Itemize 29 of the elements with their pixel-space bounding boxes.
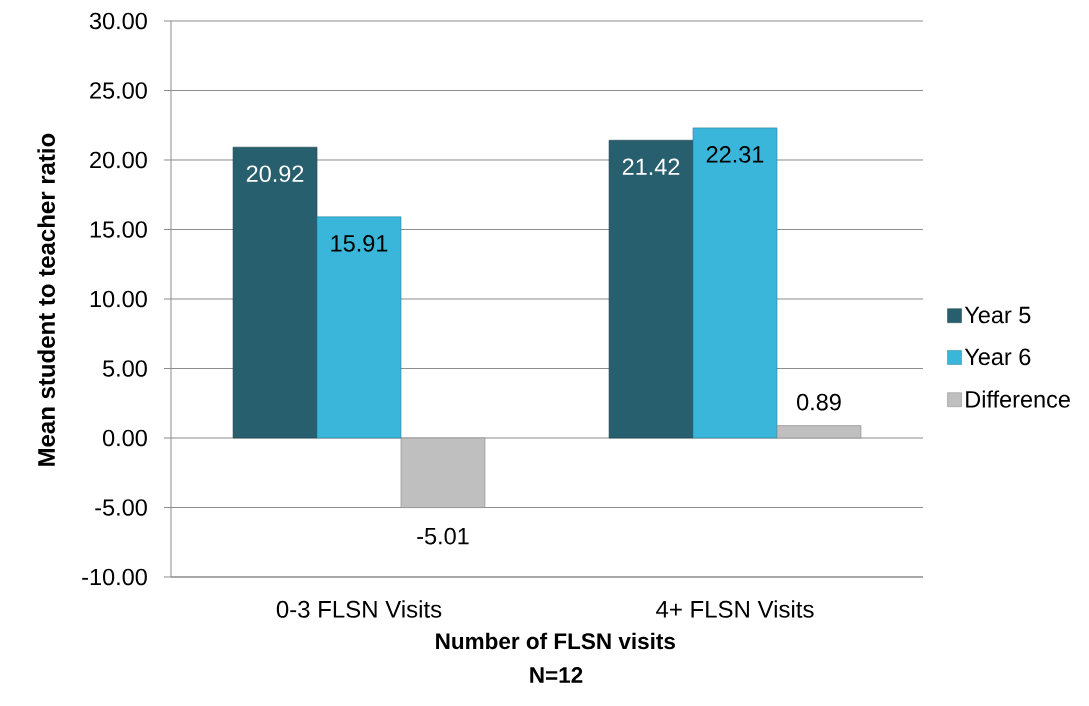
y-tick-label: 10.00 [90,290,147,308]
data-label: 0.89 [797,393,841,411]
bar [400,437,486,508]
data-label: 22.31 [706,146,764,163]
y-tick-label: 20.00 [90,151,147,169]
y-tick-label: 0.00 [103,429,147,447]
data-label: 20.92 [246,165,304,183]
y-axis-title: Mean student to teacher ratio [37,133,55,466]
y-tick-label: 25.00 [90,82,147,99]
x-tick-label: 0-3 FLSN Visits [276,600,442,618]
data-label: -5.01 [417,527,469,545]
x-axis-title: Number of FLSN visits [436,632,675,650]
data-label: 15.91 [331,235,388,252]
legend-label: Year 6 [964,348,1031,366]
data-label: 21.42 [622,158,680,175]
y-tick-label: -5.00 [95,499,147,516]
legend-label: Year 5 [964,306,1031,324]
bar [608,139,694,439]
bar [692,127,778,439]
bar [232,146,318,439]
y-tick-label: 15.00 [90,221,147,238]
bar [316,216,402,439]
y-tick-label: 30.00 [89,12,147,30]
text: N=12 [530,667,583,683]
x-tick-label: 4+ FLSN Visits [656,600,814,618]
legend-label: Difference [966,390,1070,408]
y-tick-label: 5.00 [103,360,147,377]
bar [776,425,862,439]
y-tick-label: -10.00 [82,568,147,586]
